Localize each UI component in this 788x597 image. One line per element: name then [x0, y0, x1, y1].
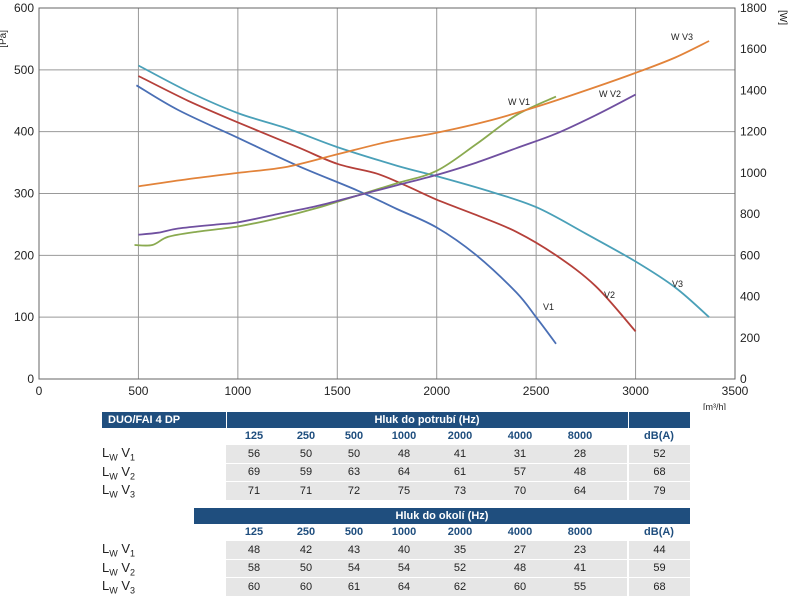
y-left-tick-label: 100	[14, 310, 34, 324]
y-left-tick-label: 200	[14, 248, 34, 262]
x-tick-label: 1000	[225, 384, 252, 398]
band-4000: 4000	[507, 430, 533, 442]
band-500: 500	[344, 526, 364, 538]
table-row: LW V2 69 59 63 64 61 57 48 68	[102, 462, 690, 482]
row-label: LW V3	[102, 577, 226, 596]
y-left-tick-label: 500	[14, 63, 34, 77]
plot-frame	[38, 7, 736, 380]
label-wv2: W V2	[599, 89, 621, 99]
band-1000: 1000	[391, 526, 417, 538]
series-line-v2	[138, 75, 637, 332]
series-line-w-v3	[138, 40, 710, 188]
chart-series	[134, 40, 710, 345]
y-right-tick-label: 800	[740, 207, 760, 221]
y-right-tick-label: 1400	[740, 83, 767, 97]
row-label: LW V1	[102, 540, 226, 560]
row-label: LW V2	[102, 558, 226, 578]
series-line-v1	[135, 84, 557, 345]
band-2000: 2000	[447, 526, 473, 538]
noise-ambient-table: Hluk do okolí (Hz) 125 250 500 1000 2000…	[102, 508, 690, 596]
x-tick-label: 2000	[423, 384, 450, 398]
y-left-axis-label: [Pa]	[0, 30, 9, 48]
y-right-tick-label: 0	[740, 372, 747, 386]
model-name: DUO/FAI 4 DP	[102, 412, 226, 428]
band-2000: 2000	[447, 430, 473, 442]
table-row: LW V3 60 60 61 64 62 60 55 68	[102, 577, 690, 596]
x-tick-label: 2500	[523, 384, 550, 398]
band-250: 250	[296, 430, 316, 442]
y-right-tick-label: 400	[740, 290, 760, 304]
series-labels: V1 V2 V3 W V1 W V2 W V3	[508, 32, 693, 312]
row-label: LW V1	[102, 444, 226, 464]
dba-header: dB(A)	[644, 430, 674, 442]
table-row: LW V2 58 50 54 54 52 48 41 59	[102, 558, 690, 578]
band-500: 500	[344, 430, 364, 442]
x-tick-label: 3500	[722, 384, 749, 398]
y-left-tick-label: 0	[27, 372, 34, 386]
duct-noise-title: Hluk do potrubí (Hz)	[225, 412, 628, 428]
y-left-tick-label: 400	[14, 125, 34, 139]
x-tick-label: 0	[36, 384, 43, 398]
table-row: LW V3 71 71 72 75 73 70 64 79	[102, 481, 690, 500]
x-axis-label: [m³/h]	[703, 402, 726, 410]
y-right-tick-label: 200	[740, 331, 760, 345]
y-right-axis-label: [W]	[777, 10, 788, 25]
series-line-v3	[137, 64, 710, 318]
y-left-tick-label: 600	[14, 1, 34, 15]
label-v1: V1	[543, 302, 554, 312]
y-left-tick-label: 300	[14, 187, 34, 201]
row-label: LW V2	[102, 462, 226, 482]
label-wv1: W V1	[508, 97, 530, 107]
series-line-w-v1	[134, 95, 557, 247]
dba-header: dB(A)	[644, 526, 674, 538]
label-v3: V3	[672, 279, 683, 289]
series-line-w-v2	[138, 93, 637, 236]
y-right-tick-label: 1800	[740, 1, 767, 15]
table-row: LW V1 48 42 43 40 35 27 23 44	[102, 540, 690, 560]
band-125: 125	[244, 526, 264, 538]
noise-duct-table: DUO/FAI 4 DP Hluk do potrubí (Hz) 125 25…	[102, 412, 690, 500]
band-1000: 1000	[391, 430, 417, 442]
band-4000: 4000	[507, 526, 533, 538]
band-250: 250	[296, 526, 316, 538]
ambient-noise-title: Hluk do okolí (Hz)	[194, 508, 690, 524]
band-125: 125	[244, 430, 264, 442]
y-right-tick-label: 600	[740, 248, 760, 262]
band-8000: 8000	[567, 430, 593, 442]
x-tick-label: 1500	[324, 384, 351, 398]
label-v2: V2	[604, 290, 615, 300]
band-8000: 8000	[567, 526, 593, 538]
chart-grid	[38, 7, 736, 380]
x-tick-label: 500	[128, 384, 148, 398]
y-right-tick-label: 1000	[740, 166, 767, 180]
y-right-tick-label: 1200	[740, 125, 767, 139]
label-wv3: W V3	[671, 32, 693, 42]
x-tick-label: 3000	[622, 384, 649, 398]
table-row: LW V1 56 50 50 48 41 31 28 52	[102, 444, 690, 464]
y-right-tick-label: 1600	[740, 42, 767, 56]
row-label: LW V3	[102, 481, 226, 500]
